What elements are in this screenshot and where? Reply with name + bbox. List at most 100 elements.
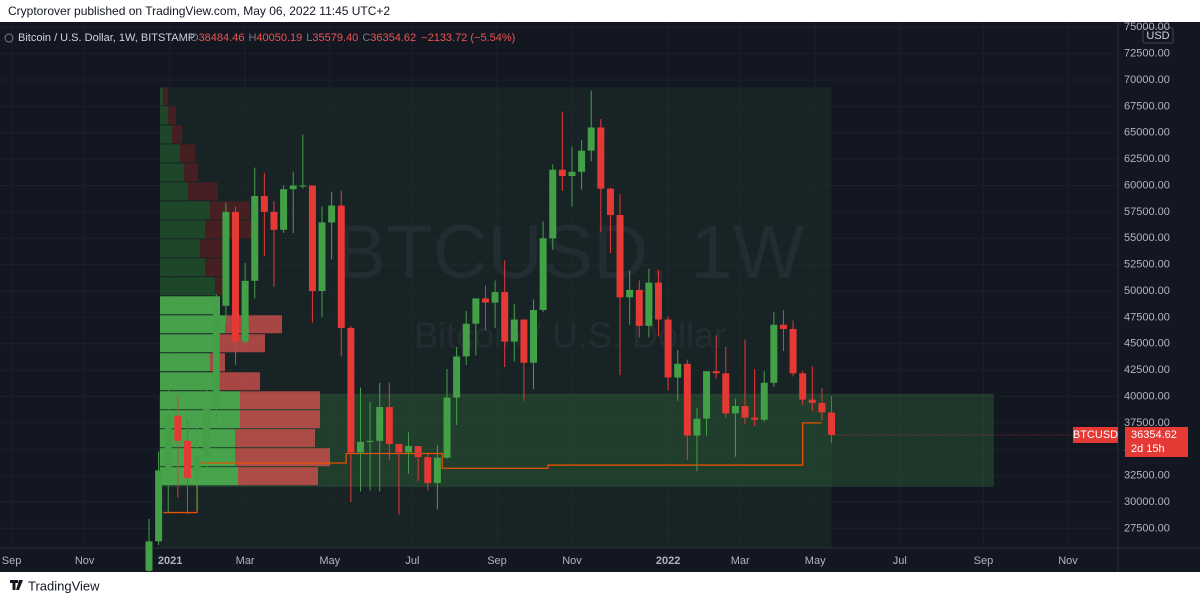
candle-body: [828, 412, 836, 435]
candle-body: [770, 324, 778, 383]
footer-brand: TradingView: [28, 578, 100, 593]
candle-body: [530, 310, 538, 363]
y-tick-label: 72500.00: [1124, 48, 1170, 60]
profile-up: [160, 296, 220, 315]
byline: Cryptorover published on TradingView.com…: [8, 4, 390, 18]
x-tick-label: Sep: [974, 555, 994, 567]
candle-body: [587, 127, 595, 151]
candle-body: [578, 150, 586, 172]
y-tick-label: 47500.00: [1124, 311, 1170, 323]
x-tick-label: 2022: [656, 555, 680, 567]
candle-body: [808, 399, 816, 403]
profile-up: [160, 372, 215, 391]
ohlc-value: 35579.40: [312, 32, 358, 44]
candle-body: [443, 397, 451, 458]
x-tick-label: Mar: [236, 555, 255, 567]
price-tag-countdown: 2d 15h: [1131, 443, 1165, 455]
candle-body: [347, 327, 355, 453]
profile-up: [160, 353, 210, 372]
candle-body: [251, 196, 259, 281]
y-tick-label: 37500.00: [1124, 417, 1170, 429]
symbol-tag-label: BTCUSD: [1073, 429, 1118, 441]
candle-body: [799, 373, 807, 400]
axes: 27500.0030000.0032500.0035000.0037500.00…: [2, 21, 1188, 567]
candle-body: [337, 205, 345, 328]
profile-up: [160, 201, 210, 220]
ohlc-label: L: [306, 32, 312, 44]
y-tick-label: 65000.00: [1124, 127, 1170, 139]
profile-down: [188, 182, 218, 201]
candle-body: [703, 371, 711, 419]
candle-body: [674, 363, 682, 378]
candle-body: [818, 402, 826, 413]
candle-body: [328, 205, 336, 223]
profile-down: [200, 239, 225, 258]
candle-body: [270, 211, 278, 230]
x-tick-label: Nov: [562, 555, 582, 567]
profile-down: [235, 448, 330, 467]
candle-body: [280, 189, 288, 230]
candle-body: [183, 440, 191, 479]
profile-up: [160, 87, 163, 106]
candle-body: [356, 441, 364, 453]
x-tick-label: May: [319, 555, 340, 567]
currency: USD: [1146, 30, 1169, 42]
footer-logo: [10, 580, 23, 590]
x-tick-label: 2021: [158, 555, 182, 567]
candle-body: [568, 171, 576, 177]
profile-down: [168, 106, 176, 125]
legend-icon: [4, 33, 14, 43]
y-tick-label: 70000.00: [1124, 74, 1170, 86]
profile-down: [205, 258, 225, 277]
profile-up: [160, 334, 215, 353]
candle-body: [241, 280, 249, 342]
candle-body: [232, 211, 240, 342]
profile-up: [160, 277, 215, 296]
candle-body: [510, 319, 518, 342]
candle-body: [779, 324, 787, 329]
profile-up: [160, 391, 240, 410]
profile-up: [160, 106, 168, 125]
candle-body: [539, 238, 547, 311]
candle-body: [260, 196, 268, 212]
candle-body: [145, 541, 153, 571]
candle-body: [491, 292, 499, 303]
y-tick-label: 45000.00: [1124, 338, 1170, 350]
candle-body: [222, 211, 230, 306]
profile-down: [235, 429, 315, 448]
ohlc-value: 40050.19: [256, 32, 302, 44]
y-tick-label: 32500.00: [1124, 470, 1170, 482]
candle-body: [731, 406, 739, 414]
y-tick-label: 75000.00: [1124, 21, 1170, 33]
profile-down: [238, 467, 318, 486]
candle-body: [462, 323, 470, 357]
profile-down: [240, 410, 320, 429]
candle-body: [424, 457, 432, 484]
candle-body: [289, 185, 297, 190]
candle-body: [308, 185, 316, 292]
profile-down: [215, 372, 260, 391]
candle-body: [712, 371, 720, 374]
y-tick-label: 67500.00: [1124, 100, 1170, 112]
candle-body: [414, 446, 422, 458]
x-tick-label: Sep: [2, 555, 22, 567]
candle-body: [693, 418, 701, 436]
profile-down: [205, 220, 255, 239]
profile-up: [160, 144, 180, 163]
candle-body: [683, 363, 691, 436]
candle-body: [645, 282, 653, 326]
y-tick-label: 42500.00: [1124, 364, 1170, 376]
watermark-symbol: BTCUSD, 1W: [336, 210, 805, 295]
ohlc-change: −2133.72 (−5.54%): [421, 32, 515, 44]
profile-up: [160, 125, 172, 144]
candle-body: [472, 298, 480, 324]
footer: [0, 572, 1200, 601]
chart-title: Bitcoin / U.S. Dollar, 1W, BITSTAMP: [18, 32, 195, 44]
candle-body: [395, 443, 403, 453]
candle-body: [366, 440, 374, 442]
x-tick-label: Mar: [731, 555, 750, 567]
candle-body: [174, 415, 182, 441]
price-tag: [1125, 426, 1188, 457]
y-tick-label: 52500.00: [1124, 259, 1170, 271]
